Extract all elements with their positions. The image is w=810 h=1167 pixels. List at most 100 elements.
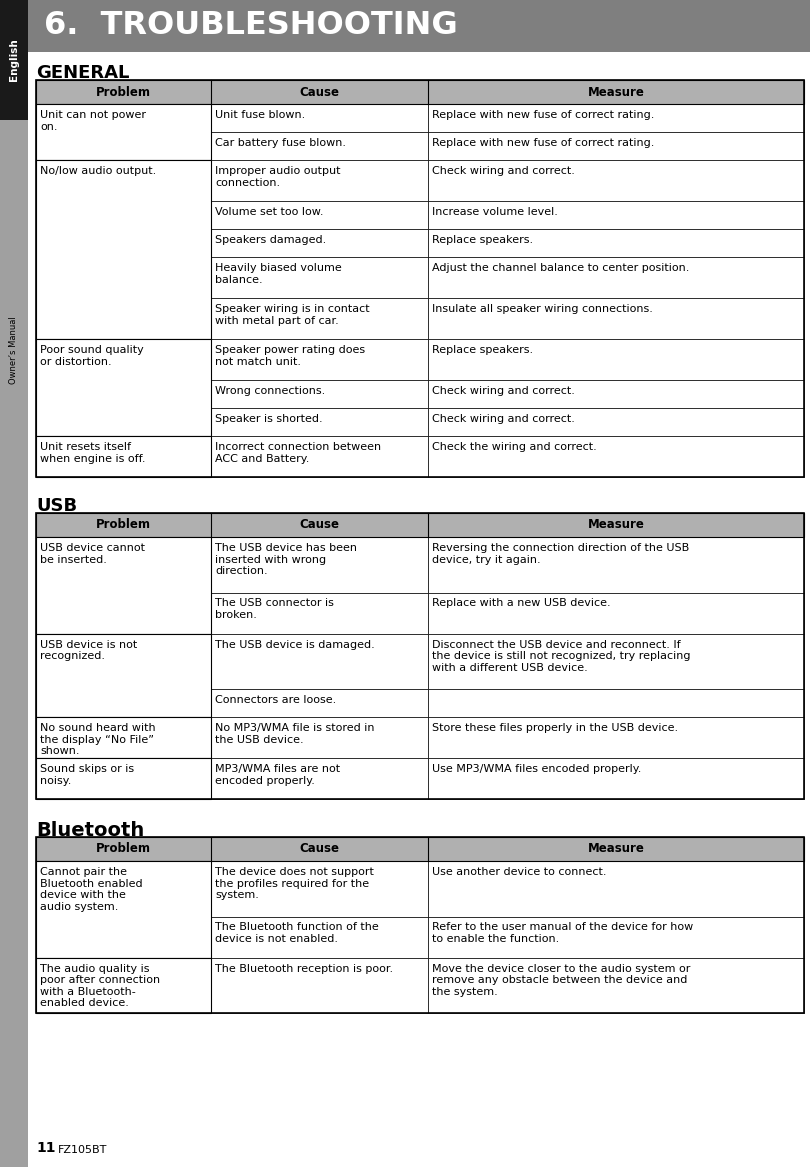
Bar xyxy=(211,861,428,916)
Bar xyxy=(428,634,804,689)
Bar xyxy=(211,593,428,634)
Bar xyxy=(428,229,804,257)
Bar xyxy=(36,513,804,537)
Text: Measure: Measure xyxy=(587,518,644,531)
Text: Problem: Problem xyxy=(96,843,151,855)
Bar xyxy=(36,81,804,104)
Text: Speaker power rating does
not match unit.: Speaker power rating does not match unit… xyxy=(215,345,365,366)
Text: The USB device is damaged.: The USB device is damaged. xyxy=(215,640,375,650)
Text: Adjust the channel balance to center position.: Adjust the channel balance to center pos… xyxy=(432,263,689,273)
Text: MP3/WMA files are not
encoded properly.: MP3/WMA files are not encoded properly. xyxy=(215,764,340,785)
Bar xyxy=(36,717,211,759)
Text: Cause: Cause xyxy=(300,85,339,98)
Text: Incorrect connection between
ACC and Battery.: Incorrect connection between ACC and Bat… xyxy=(215,442,382,463)
Text: Cause: Cause xyxy=(300,843,339,855)
Text: FZ105BT: FZ105BT xyxy=(58,1145,108,1155)
Bar xyxy=(211,759,428,799)
Bar xyxy=(36,513,804,799)
Text: Move the device closer to the audio system or
remove any obstacle between the de: Move the device closer to the audio syst… xyxy=(432,964,690,997)
Text: Owner’s Manual: Owner’s Manual xyxy=(10,316,19,384)
Bar xyxy=(428,408,804,436)
Bar xyxy=(36,634,211,717)
Text: The Bluetooth reception is poor.: The Bluetooth reception is poor. xyxy=(215,964,393,973)
Bar xyxy=(428,160,804,201)
Text: USB device is not
recognized.: USB device is not recognized. xyxy=(40,640,137,661)
Text: The USB device has been
inserted with wrong
direction.: The USB device has been inserted with wr… xyxy=(215,543,357,576)
Text: Problem: Problem xyxy=(96,518,151,531)
Text: Sound skips or is
noisy.: Sound skips or is noisy. xyxy=(40,764,134,785)
Bar xyxy=(211,634,428,689)
Bar xyxy=(428,338,804,380)
Text: Volume set too low.: Volume set too low. xyxy=(215,207,324,217)
Bar xyxy=(211,338,428,380)
Bar xyxy=(211,957,428,1013)
Text: Unit resets itself
when engine is off.: Unit resets itself when engine is off. xyxy=(40,442,146,463)
Bar xyxy=(211,298,428,338)
Text: Cannot pair the
Bluetooth enabled
device with the
audio system.: Cannot pair the Bluetooth enabled device… xyxy=(40,867,143,911)
Text: Store these files properly in the USB device.: Store these files properly in the USB de… xyxy=(432,724,678,733)
Bar xyxy=(428,717,804,759)
Text: Check wiring and correct.: Check wiring and correct. xyxy=(432,386,574,396)
Bar xyxy=(211,717,428,759)
Text: The Bluetooth function of the
device is not enabled.: The Bluetooth function of the device is … xyxy=(215,922,379,944)
Bar xyxy=(428,957,804,1013)
Bar xyxy=(428,257,804,298)
Bar xyxy=(428,132,804,160)
Text: Speaker wiring is in contact
with metal part of car.: Speaker wiring is in contact with metal … xyxy=(215,303,369,326)
Bar xyxy=(428,759,804,799)
Bar xyxy=(428,593,804,634)
Bar xyxy=(211,160,428,201)
Bar xyxy=(211,916,428,957)
Text: Check wiring and correct.: Check wiring and correct. xyxy=(432,414,574,424)
Text: Increase volume level.: Increase volume level. xyxy=(432,207,557,217)
Bar xyxy=(36,957,211,1013)
Text: Replace speakers.: Replace speakers. xyxy=(432,235,533,245)
Bar xyxy=(428,537,804,593)
Bar xyxy=(428,689,804,717)
Bar xyxy=(428,916,804,957)
Text: Heavily biased volume
balance.: Heavily biased volume balance. xyxy=(215,263,342,285)
Bar xyxy=(211,408,428,436)
Bar xyxy=(36,160,211,338)
Text: Replace with new fuse of correct rating.: Replace with new fuse of correct rating. xyxy=(432,138,654,148)
Text: No/low audio output.: No/low audio output. xyxy=(40,166,156,176)
Text: Wrong connections.: Wrong connections. xyxy=(215,386,326,396)
Text: 6.  TROUBLESHOOTING: 6. TROUBLESHOOTING xyxy=(44,11,458,42)
Text: Unit can not power
on.: Unit can not power on. xyxy=(40,110,146,132)
Text: USB device cannot
be inserted.: USB device cannot be inserted. xyxy=(40,543,145,565)
Text: The audio quality is
poor after connection
with a Bluetooth-
enabled device.: The audio quality is poor after connecti… xyxy=(40,964,160,1008)
Text: 11: 11 xyxy=(36,1141,56,1155)
Text: Unit fuse blown.: Unit fuse blown. xyxy=(215,110,305,120)
Text: Bluetooth: Bluetooth xyxy=(36,820,144,839)
Text: USB: USB xyxy=(36,497,77,515)
Text: GENERAL: GENERAL xyxy=(36,64,130,82)
Bar xyxy=(36,861,211,957)
Text: The device does not support
the profiles required for the
system.: The device does not support the profiles… xyxy=(215,867,374,900)
Text: Check the wiring and correct.: Check the wiring and correct. xyxy=(432,442,596,452)
Bar xyxy=(211,201,428,229)
Bar xyxy=(428,380,804,408)
Text: Replace speakers.: Replace speakers. xyxy=(432,345,533,355)
Bar xyxy=(211,380,428,408)
Text: Insulate all speaker wiring connections.: Insulate all speaker wiring connections. xyxy=(432,303,653,314)
Bar xyxy=(36,104,211,160)
Bar xyxy=(428,436,804,477)
Bar xyxy=(428,298,804,338)
Bar xyxy=(0,0,28,120)
Text: Reversing the connection direction of the USB
device, try it again.: Reversing the connection direction of th… xyxy=(432,543,689,565)
Text: No MP3/WMA file is stored in
the USB device.: No MP3/WMA file is stored in the USB dev… xyxy=(215,724,374,745)
Bar xyxy=(428,201,804,229)
Text: Use MP3/WMA files encoded properly.: Use MP3/WMA files encoded properly. xyxy=(432,764,641,774)
Bar xyxy=(428,861,804,916)
Bar xyxy=(36,537,211,634)
Text: Measure: Measure xyxy=(587,843,644,855)
Text: Problem: Problem xyxy=(96,85,151,98)
Text: Check wiring and correct.: Check wiring and correct. xyxy=(432,166,574,176)
Bar xyxy=(36,81,804,477)
Text: Cause: Cause xyxy=(300,518,339,531)
Bar xyxy=(211,436,428,477)
Text: The USB connector is
broken.: The USB connector is broken. xyxy=(215,599,334,620)
Bar xyxy=(211,257,428,298)
Bar xyxy=(36,837,804,1013)
Text: English: English xyxy=(9,39,19,82)
